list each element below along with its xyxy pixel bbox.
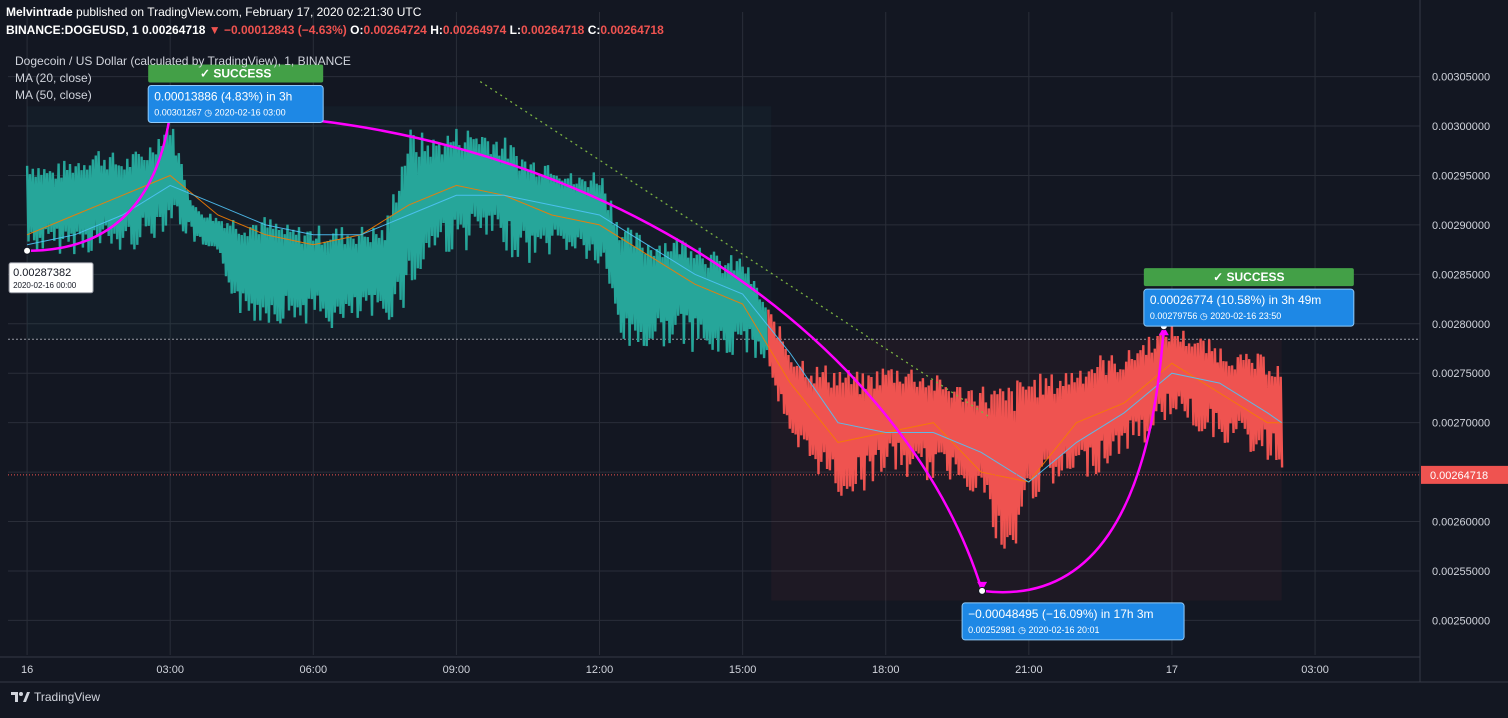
time-tick-label: 21:00 <box>1015 664 1043 676</box>
start-date-label: 2020-02-16 00:00 <box>13 281 77 290</box>
price-tick-label: 0.00295000 <box>1432 170 1490 182</box>
success-badge-text: ✓ SUCCESS <box>200 67 271 81</box>
moving-averages <box>26 174 1282 483</box>
publish-text: published on TradingView.com, February 1… <box>76 5 422 19</box>
symbol-label[interactable]: BINANCE:DOGEUSD, 1 <box>6 23 139 37</box>
price-tick-label: 0.00275000 <box>1432 368 1490 380</box>
measure-label-box <box>147 85 324 124</box>
price-tick-label: 0.00280000 <box>1432 319 1490 331</box>
start-price-label-box <box>8 262 94 294</box>
last-price: 0.00264718 <box>142 23 206 37</box>
series-title[interactable]: Dogecoin / US Dollar (calculated by Trad… <box>15 54 351 68</box>
time-tick-label: 18:00 <box>872 664 900 676</box>
close-value: 0.00264718 <box>600 23 664 37</box>
legend-ma20[interactable]: MA (20, close) <box>15 71 92 85</box>
chart-legend: Dogecoin / US Dollar (calculated by Trad… <box>15 53 351 104</box>
projection-arrowhead <box>1158 326 1169 336</box>
success-badge-text: ✓ SUCCESS <box>1213 270 1284 284</box>
brand-name: TradingView <box>34 690 101 704</box>
projection-point <box>23 246 32 255</box>
time-axis[interactable]: 16 03:00 06:00 09:00 12:00 15:00 18:00 21:00 17 0… <box>21 664 1329 676</box>
price-series <box>8 106 1420 601</box>
low-value: 0.00264718 <box>520 23 585 37</box>
ma50-line <box>26 184 1282 483</box>
measure-change-label: −0.00048495 (−16.09%) in 17h 3m <box>968 607 1153 621</box>
measure-change-label: 0.00013886 (4.83%) in 3h <box>154 90 292 104</box>
measure-label-box <box>961 602 1185 641</box>
open-value: 0.00264724 <box>363 23 427 37</box>
price-axis[interactable]: 0.002500000.002550000.002600000.00265000… <box>1421 72 1508 628</box>
price-tick-label: 0.00255000 <box>1432 566 1490 578</box>
price-line-down <box>767 309 1284 549</box>
brand-footer[interactable]: TradingView <box>10 690 100 704</box>
time-tick-label: 16 <box>21 664 33 676</box>
last-price-label: 0.00264718 <box>1430 470 1488 482</box>
high-label: H: <box>430 23 443 37</box>
measure-change-label: 0.00026774 (10.58%) in 3h 49m <box>1150 293 1321 307</box>
success-badge <box>1143 268 1354 287</box>
last-price-badge <box>1421 465 1508 484</box>
projection-point <box>978 586 987 595</box>
time-tick-label: 09:00 <box>443 664 471 676</box>
measure-date-label: 0.00252981 ◷ 2020-02-16 20:01 <box>968 625 1099 635</box>
publish-info: Melvintrade published on TradingView.com… <box>6 4 421 20</box>
price-tick-label: 0.00290000 <box>1432 220 1490 232</box>
legend-ma50[interactable]: MA (50, close) <box>15 88 92 102</box>
projection-curve <box>27 112 1166 594</box>
price-tick-label: 0.00250000 <box>1432 615 1490 627</box>
success-badge <box>148 64 324 83</box>
measure-label-box <box>1143 288 1355 327</box>
time-tick-label: 15:00 <box>729 664 757 676</box>
annotation-labels: 0.00287382 2020-02-16 00:00 ✓ SUCCESS 0.000… <box>8 64 1355 641</box>
ma20-line <box>26 174 1282 483</box>
measure-date-label: 0.00301267 ◷ 2020-02-16 03:00 <box>154 108 285 118</box>
time-tick-label: 17 <box>1166 664 1178 676</box>
low-label: L: <box>509 23 521 37</box>
tradingview-logo-icon <box>11 692 30 702</box>
drawing-tools <box>8 81 1420 595</box>
price-tick-label: 0.00300000 <box>1432 121 1490 133</box>
author-name[interactable]: Melvintrade <box>6 5 73 19</box>
start-price-label: 0.00287382 <box>13 267 71 279</box>
price-tick-label: 0.00270000 <box>1432 418 1490 430</box>
time-tick-label: 03:00 <box>1301 664 1329 676</box>
price-line-up <box>25 128 769 359</box>
open-label: O: <box>350 23 364 37</box>
ohlc-bar: BINANCE:DOGEUSD, 1 0.00264718 ▼ −0.00012… <box>6 22 664 38</box>
price-tick-label: 0.00260000 <box>1432 517 1490 529</box>
time-tick-label: 03:00 <box>156 664 184 676</box>
price-tick-label: 0.00285000 <box>1432 269 1490 281</box>
close-label: C: <box>587 23 601 37</box>
projection-arrowhead <box>977 581 988 591</box>
time-tick-label: 06:00 <box>300 664 328 676</box>
high-value: 0.00264974 <box>442 23 507 37</box>
price-tick-label: 0.00305000 <box>1432 72 1490 84</box>
price-change: ▼ −0.00012843 (−4.63%) <box>208 23 347 37</box>
time-tick-label: 12:00 <box>586 664 614 676</box>
measure-date-label: 0.00279756 ◷ 2020-02-16 23:50 <box>1150 311 1281 321</box>
